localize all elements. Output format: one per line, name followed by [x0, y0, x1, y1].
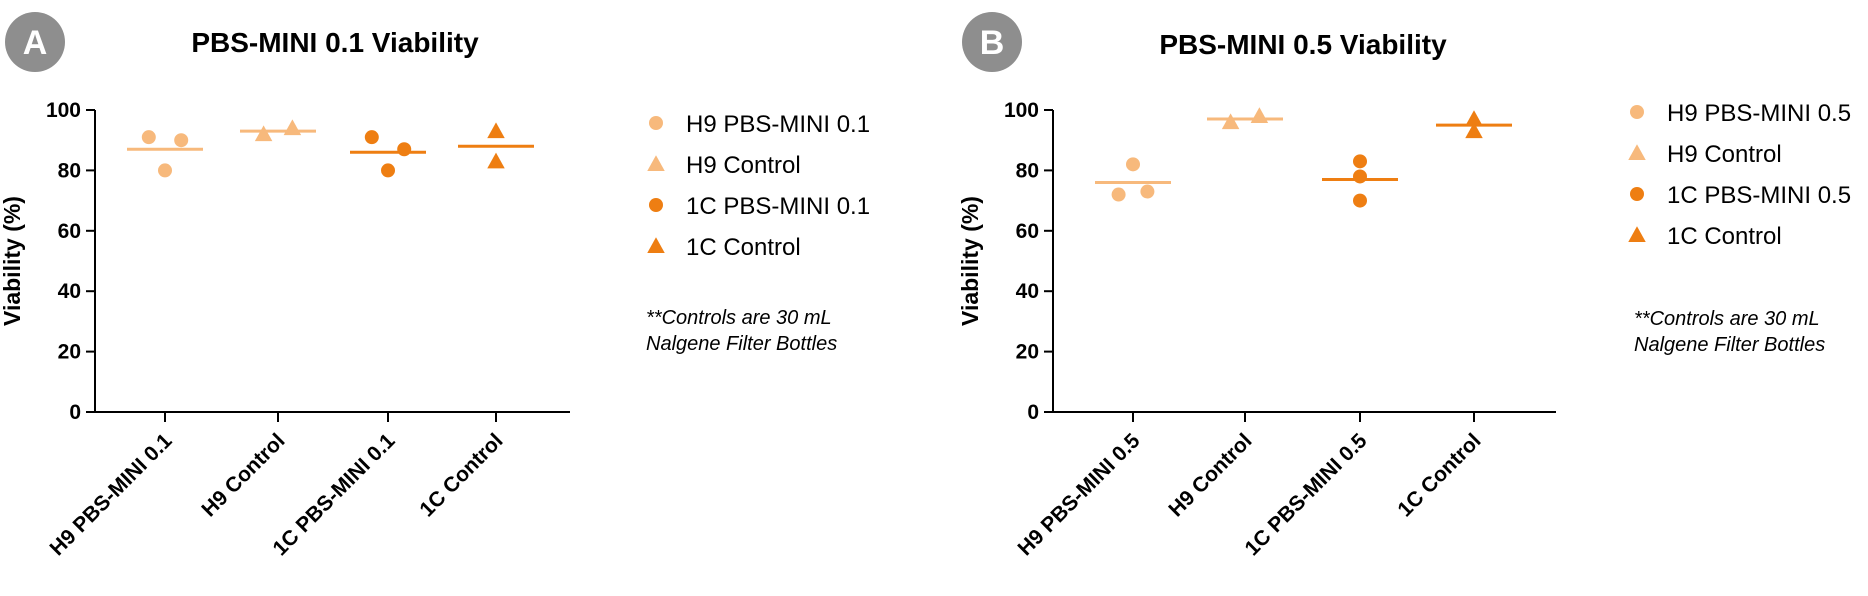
x-tick-label: 1C PBS-MINI 0.1	[269, 429, 400, 560]
data-point	[381, 163, 395, 178]
y-tick-label: 0	[69, 401, 81, 424]
data-point	[487, 122, 505, 139]
legend-entry: 1C PBS-MINI 0.1	[686, 193, 870, 220]
y-tick-label: 100	[46, 99, 81, 122]
x-tick-label: H9 PBS-MINI 0.5	[1014, 429, 1145, 560]
legend-marker	[647, 237, 665, 253]
panel-badge-label: B	[980, 24, 1005, 62]
data-point	[397, 142, 412, 157]
series-h9-control	[240, 119, 316, 142]
y-tick-label: 40	[1016, 280, 1039, 303]
data-point	[1353, 154, 1367, 169]
chart-title: PBS-MINI 0.1 Viability	[191, 27, 479, 58]
data-point	[1250, 107, 1269, 124]
x-tick-label: H9 Control	[1164, 429, 1256, 521]
chart-title: PBS-MINI 0.5 Viability	[1159, 29, 1447, 60]
y-tick-label: 20	[58, 341, 81, 364]
x-tick-label: 1C PBS-MINI 0.5	[1241, 429, 1372, 560]
legend-entry: H9 PBS-MINI 0.5	[1667, 100, 1851, 127]
legend-marker	[1630, 187, 1644, 201]
data-point	[1126, 157, 1140, 172]
y-tick-label: 80	[1016, 159, 1039, 182]
y-tick-label: 100	[1004, 99, 1039, 122]
chart-panel-a: A PBS-MINI 0.1 Viability 0 20 40 60 80 100 Viabi…	[0, 12, 870, 560]
footnote: Nalgene Filter Bottles	[1634, 334, 1825, 356]
series-h9-pbs-mini-0-5	[1095, 157, 1171, 202]
x-tick-label: 1C Control	[1393, 429, 1485, 521]
legend-marker	[1628, 226, 1646, 242]
data-point	[1111, 187, 1126, 202]
chart-panel-b: B PBS-MINI 0.5 Viability 0 20 40 60 80 100 Viabi…	[957, 12, 1851, 560]
data-point	[174, 133, 189, 148]
series-1c-control	[1436, 110, 1512, 139]
data-point	[364, 130, 379, 145]
y-axis-label: Viability (%)	[957, 196, 983, 326]
panel-badge	[5, 12, 65, 72]
y-tick-label: 20	[1016, 341, 1039, 364]
legend-entry: H9 Control	[1667, 141, 1782, 168]
data-point	[487, 152, 505, 169]
data-point	[141, 130, 156, 145]
data-point	[1465, 110, 1483, 127]
data-point	[254, 125, 273, 142]
y-tick-label: 80	[58, 159, 81, 182]
data-point	[1353, 193, 1367, 208]
legend-entry: H9 Control	[686, 152, 801, 179]
footnote: **Controls are 30 mL	[646, 307, 832, 329]
footnote: Nalgene Filter Bottles	[646, 333, 837, 355]
panel-badge	[962, 12, 1022, 72]
legend-marker	[1630, 105, 1644, 119]
legend-entry: 1C Control	[686, 234, 801, 261]
legend-entry: 1C PBS-MINI 0.5	[1667, 182, 1851, 209]
panel-badge-label: A	[23, 24, 48, 62]
legend-entry: H9 PBS-MINI 0.1	[686, 111, 870, 138]
legend-marker	[649, 116, 663, 130]
legend-marker	[1628, 144, 1646, 160]
y-tick-label: 40	[58, 280, 81, 303]
y-tick-label: 0	[1027, 401, 1039, 424]
legend-marker	[647, 155, 665, 171]
x-tick-label: H9 Control	[197, 429, 289, 521]
data-point	[283, 119, 302, 136]
series-1c-control	[458, 122, 534, 169]
series-1c-pbs-mini-0-5	[1322, 154, 1398, 208]
y-tick-label: 60	[58, 220, 81, 243]
x-tick-label: H9 PBS-MINI 0.1	[46, 429, 177, 560]
data-point	[1353, 169, 1367, 184]
series-1c-pbs-mini-0-1	[350, 130, 426, 178]
y-tick-label: 60	[1016, 220, 1039, 243]
data-point	[1140, 184, 1155, 199]
series-h9-pbs-mini-0-1	[127, 130, 203, 178]
x-tick-label: 1C Control	[415, 429, 507, 521]
data-point	[158, 163, 172, 178]
data-point	[1465, 122, 1483, 139]
legend-entry: 1C Control	[1667, 223, 1782, 250]
y-axis-label: Viability (%)	[0, 196, 25, 326]
footnote: **Controls are 30 mL	[1634, 308, 1820, 330]
data-point	[1221, 113, 1240, 130]
legend-marker	[649, 198, 663, 212]
series-h9-control	[1207, 107, 1283, 130]
